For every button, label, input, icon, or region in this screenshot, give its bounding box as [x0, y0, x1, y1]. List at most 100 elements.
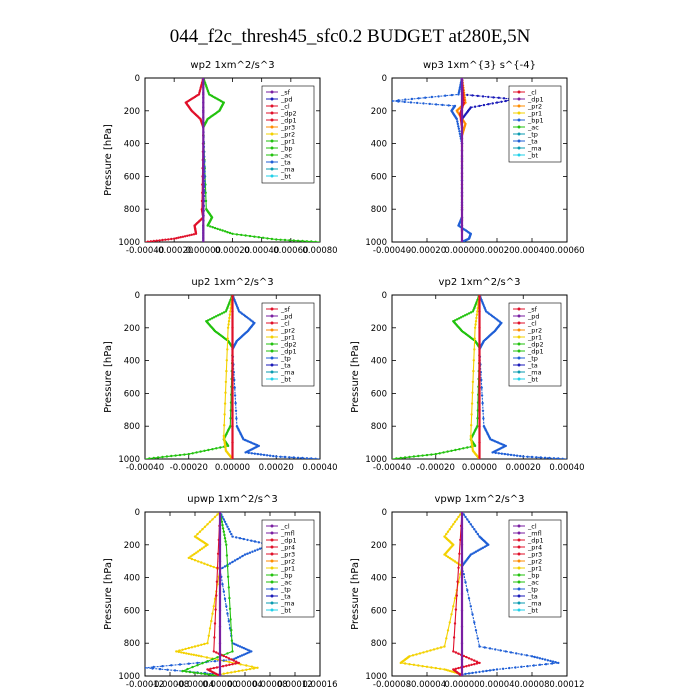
data-point	[450, 93, 454, 97]
data-point	[195, 551, 198, 554]
x-tick-label: 0.00000	[215, 463, 250, 473]
panel-title: wp2 1xm^2/s^3	[190, 60, 274, 71]
data-point	[457, 652, 460, 655]
data-point	[222, 518, 225, 521]
legend-entry: _ta	[280, 592, 291, 600]
y-tick-label: 1000	[118, 455, 140, 465]
data-point	[233, 394, 237, 397]
data-point	[230, 658, 233, 661]
data-point	[471, 380, 475, 384]
data-point	[459, 316, 463, 319]
y-tick-label: 200	[371, 324, 387, 334]
legend-marker	[270, 125, 274, 129]
data-point	[460, 224, 464, 227]
data-point	[187, 662, 190, 665]
data-point	[233, 386, 236, 389]
data-point	[462, 665, 465, 668]
legend-entry: _dp2	[280, 340, 297, 348]
data-point	[207, 673, 210, 676]
legend-marker	[517, 363, 521, 367]
data-point	[395, 457, 398, 459]
legend-entry: _pr3	[527, 550, 542, 558]
data-point	[503, 452, 507, 456]
data-point	[478, 343, 481, 346]
data-point	[230, 639, 234, 642]
data-point	[473, 348, 476, 351]
y-axis-label: Pressure [hPa]	[350, 558, 361, 630]
legend-entry: _pr2	[527, 557, 542, 565]
data-point	[460, 158, 464, 162]
data-point	[476, 417, 479, 420]
data-point	[213, 622, 217, 625]
legend-marker	[270, 167, 274, 171]
y-tick-label: 0	[382, 291, 387, 301]
data-point	[226, 612, 229, 615]
data-point	[465, 313, 469, 316]
legend-entry: _dp1	[527, 95, 544, 103]
legend-entry: _tp	[527, 130, 538, 138]
data-point	[166, 668, 169, 671]
data-point	[231, 232, 234, 235]
data-point	[470, 663, 473, 666]
data-point	[429, 649, 432, 652]
data-point	[421, 454, 424, 457]
data-point	[202, 142, 205, 145]
data-point	[453, 560, 457, 563]
legend-marker	[270, 566, 274, 570]
data-point	[474, 671, 478, 674]
data-point	[212, 650, 215, 653]
data-point	[218, 576, 222, 579]
data-point	[221, 527, 225, 530]
data-point	[460, 93, 464, 96]
x-tick-label: 0.00040	[549, 463, 584, 473]
data-point	[452, 650, 455, 653]
data-point	[207, 634, 210, 637]
data-point	[228, 562, 232, 565]
data-point	[283, 455, 287, 459]
data-point	[226, 444, 230, 448]
legend-entry: _sf	[280, 88, 291, 96]
data-point	[417, 97, 420, 100]
data-point	[238, 537, 242, 540]
legend-marker	[517, 153, 521, 157]
data-point	[475, 662, 479, 665]
data-point	[196, 664, 199, 667]
data-point	[452, 523, 455, 526]
y-axis-label: Pressure [hPa]	[103, 341, 114, 413]
data-point	[224, 540, 227, 543]
data-point	[475, 660, 479, 663]
data-point	[235, 536, 238, 539]
legend-marker	[517, 97, 521, 101]
series-line-red	[205, 512, 241, 676]
series-line-red	[145, 78, 204, 242]
data-point	[416, 101, 419, 105]
data-point	[467, 657, 471, 660]
legend-entry: _tp	[527, 354, 538, 362]
data-point	[447, 104, 450, 107]
data-point	[212, 565, 215, 569]
data-point	[221, 665, 225, 668]
data-point	[146, 240, 150, 242]
y-tick-label: 600	[371, 606, 387, 616]
data-point	[231, 359, 234, 362]
data-point	[445, 532, 448, 536]
data-point	[425, 453, 429, 457]
panel-title: vpwp 1xm^2/s^3	[434, 494, 524, 505]
data-point	[202, 191, 205, 194]
x-tick-label: 0.00000	[186, 246, 221, 256]
data-point	[237, 661, 240, 665]
data-point	[170, 237, 173, 241]
data-point	[173, 237, 176, 240]
data-point	[178, 453, 182, 457]
legend-entry: _pr1	[280, 333, 295, 341]
data-point	[226, 671, 229, 675]
data-point	[209, 667, 212, 670]
data-point	[216, 656, 219, 659]
data-point	[460, 592, 464, 596]
data-point	[470, 658, 473, 661]
data-point	[211, 612, 214, 615]
data-point	[152, 456, 155, 459]
data-point	[526, 665, 529, 668]
data-point	[211, 226, 214, 229]
data-point	[265, 454, 269, 457]
